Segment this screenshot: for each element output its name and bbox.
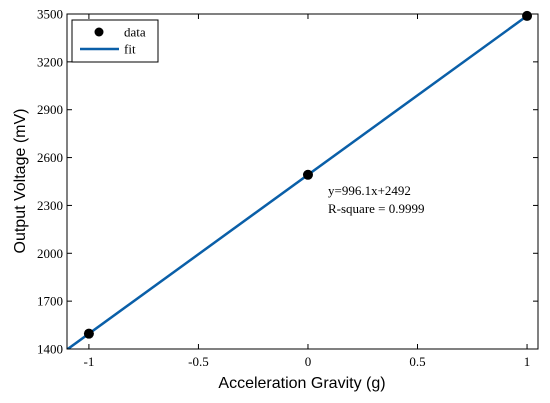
plot-frame (66, 13, 539, 350)
ticks: -1 -0.5 0 0.5 1 1400 1700 2000 2300 2600 2900 3200 3… (37, 7, 538, 369)
data-point (83, 328, 94, 339)
fit-line-group (67, 14, 532, 349)
legend: data fit (71, 19, 159, 63)
data-points (83, 10, 533, 339)
y-tick-label: 3200 (37, 54, 63, 69)
y-tick-label: 1700 (37, 294, 63, 309)
legend-marker-data (94, 27, 104, 37)
x-tick-label: -1 (83, 354, 94, 369)
legend-label-fit: fit (124, 42, 136, 57)
x-tick-label: -0.5 (188, 354, 209, 369)
x-tick-label: 0 (305, 354, 312, 369)
fit-equation-annotation: y=996.1x+2492 (328, 183, 411, 198)
x-tick-label: 0.5 (409, 354, 425, 369)
y-tick-label: 2900 (37, 102, 63, 117)
x-axis-title: Acceleration Gravity (g) (218, 375, 385, 392)
y-tick-label: 3500 (37, 7, 63, 22)
r-square-annotation: R-square = 0.9999 (328, 201, 425, 216)
y-tick-label: 2300 (37, 198, 63, 213)
y-axis-title: Output Voltage (mV) (12, 109, 29, 254)
x-tick-label: 1 (524, 354, 531, 369)
fit-line (67, 14, 532, 349)
data-point (302, 169, 313, 180)
data-point (522, 10, 533, 21)
legend-box (71, 19, 159, 63)
y-tick-label: 2600 (37, 150, 63, 165)
y-tick-label: 2000 (37, 246, 63, 261)
y-tick-label: 1400 (37, 342, 63, 357)
legend-label-data: data (124, 25, 146, 40)
